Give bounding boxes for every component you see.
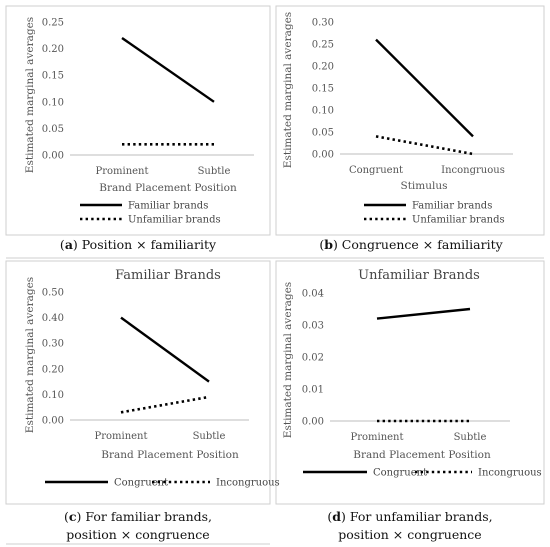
x-axis-label: Brand Placement Position bbox=[101, 449, 239, 461]
legend-label: Familiar brands bbox=[128, 201, 208, 212]
panel-caption: (d) For unfamiliar brands, bbox=[327, 509, 492, 524]
panel-c-chart: 0.00 0.10 0.20 0.30 0.40 0.50 Prominent Subtle B… bbox=[24, 268, 280, 542]
y-axis-label: Estimated marginal averages bbox=[24, 17, 36, 173]
series-line-primary bbox=[121, 36, 215, 103]
y-tick-label: 0.00 bbox=[312, 150, 334, 161]
legend-label: Incongruous bbox=[216, 478, 280, 489]
y-tick-label: 0.40 bbox=[42, 313, 64, 324]
y-tick-label: 0.01 bbox=[302, 385, 324, 396]
y-tick-label: 0.05 bbox=[312, 128, 334, 139]
legend-label: Congruent bbox=[114, 478, 168, 489]
series-line-secondary bbox=[120, 395, 210, 414]
x-tick-label: Subtle bbox=[198, 166, 231, 177]
x-tick-label: Prominent bbox=[94, 431, 147, 442]
panel-d-chart: 0.00 0.01 0.02 0.03 0.04 Prominent Subtle Brand… bbox=[282, 268, 542, 542]
y-tick-label: 0.10 bbox=[42, 390, 64, 401]
y-tick-label: 0.02 bbox=[302, 353, 324, 364]
legend-label: Unfamiliar brands bbox=[412, 215, 505, 226]
y-tick-label: 0.00 bbox=[42, 151, 64, 162]
legend-label: Unfamiliar brands bbox=[128, 215, 221, 226]
x-tick-label: Congruent bbox=[349, 165, 403, 176]
x-axis-label: Brand Placement Position bbox=[99, 182, 237, 194]
legend-label: Familiar brands bbox=[412, 201, 492, 212]
y-tick-label: 0.30 bbox=[312, 18, 334, 29]
y-tick-label: 0.10 bbox=[42, 97, 64, 108]
series-line-primary bbox=[376, 307, 471, 320]
y-axis-label: Estimated marginal averages bbox=[282, 282, 294, 438]
chart-title: Unfamiliar Brands bbox=[358, 268, 480, 283]
x-axis-label: Stimulus bbox=[401, 180, 448, 192]
y-axis-label: Estimated marginal averages bbox=[24, 277, 36, 433]
panel-caption: (b) Congruence × familiarity bbox=[319, 237, 503, 252]
legend-label: Congruent bbox=[373, 468, 427, 479]
y-tick-label: 0.15 bbox=[42, 71, 64, 82]
x-tick-label: Prominent bbox=[350, 432, 403, 443]
x-axis-label: Brand Placement Position bbox=[353, 449, 491, 461]
panel-b-chart: 0.00 0.05 0.10 0.15 0.20 0.25 0.30 Congruent Inc… bbox=[282, 12, 513, 252]
y-tick-label: 0.15 bbox=[312, 84, 334, 95]
panel-a-chart: 0.00 0.05 0.10 0.15 0.20 0.25 Prominent Subtle B… bbox=[24, 17, 254, 252]
y-axis-label: Estimated marginal averages bbox=[282, 12, 294, 168]
y-tick-label: 0.25 bbox=[312, 40, 334, 51]
panel-caption-line2: position × congruence bbox=[66, 527, 209, 542]
y-tick-label: 0.20 bbox=[42, 44, 64, 55]
y-tick-label: 0.10 bbox=[312, 106, 334, 117]
panel-caption: (c) For familiar brands, bbox=[64, 509, 212, 524]
panel-c-frame bbox=[5, 260, 271, 505]
x-tick-label: Incongruous bbox=[441, 165, 505, 176]
legend-label: Incongruous bbox=[478, 468, 542, 479]
y-tick-label: 0.25 bbox=[42, 18, 64, 29]
x-tick-label: Prominent bbox=[95, 166, 148, 177]
y-tick-label: 0.00 bbox=[302, 417, 324, 428]
y-tick-label: 0.50 bbox=[42, 288, 64, 299]
panel-caption: (a) Position × familiarity bbox=[60, 237, 217, 252]
panel-caption-line2: position × congruence bbox=[338, 527, 481, 542]
y-tick-label: 0.00 bbox=[42, 416, 64, 427]
y-tick-label: 0.03 bbox=[302, 321, 324, 332]
series-line-primary bbox=[375, 38, 474, 138]
y-tick-label: 0.05 bbox=[42, 124, 64, 135]
panel-b-frame bbox=[275, 5, 545, 236]
y-tick-label: 0.04 bbox=[302, 289, 324, 300]
x-tick-label: Subtle bbox=[193, 431, 226, 442]
chart-title: Familiar Brands bbox=[115, 268, 221, 283]
panel-a-frame bbox=[5, 5, 271, 236]
y-tick-label: 0.20 bbox=[312, 62, 334, 73]
x-tick-label: Subtle bbox=[454, 432, 487, 443]
panel-d-frame bbox=[275, 260, 545, 505]
series-line-primary bbox=[120, 316, 210, 383]
series-line-secondary bbox=[375, 135, 474, 156]
y-tick-label: 0.30 bbox=[42, 339, 64, 350]
y-tick-label: 0.20 bbox=[42, 364, 64, 375]
